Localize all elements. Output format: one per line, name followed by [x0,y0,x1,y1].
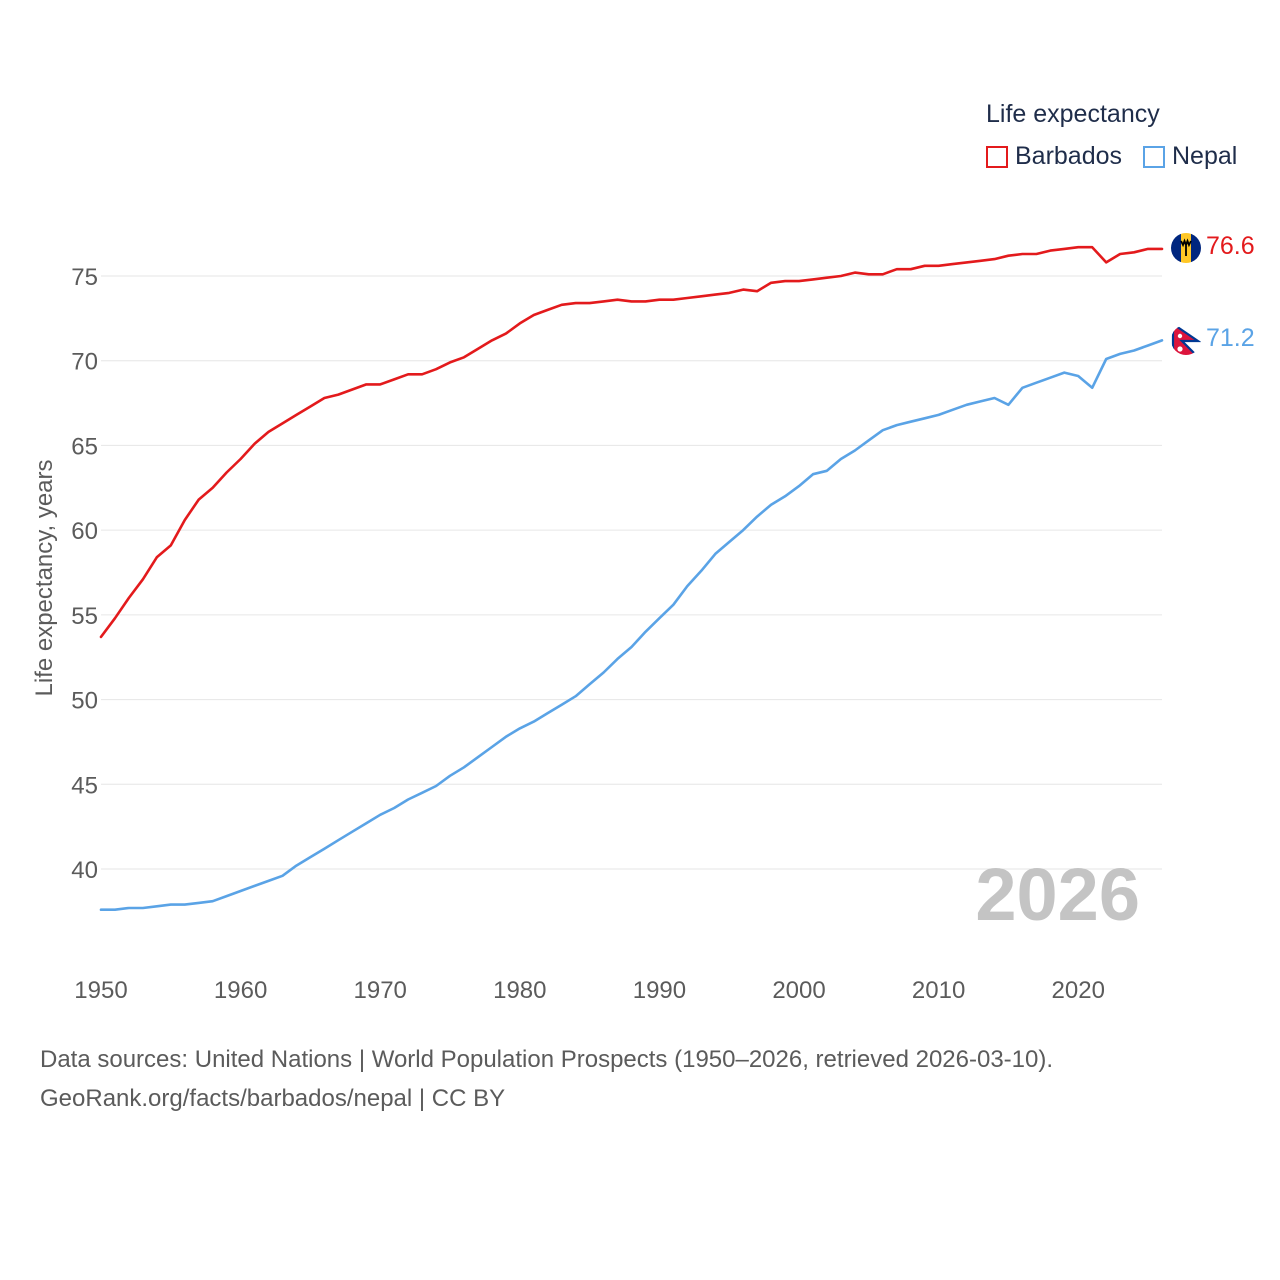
y-tick-label: 40 [71,857,98,884]
x-tick-label: 1970 [354,977,407,1004]
legend-item-nepal[interactable]: Nepal [1143,142,1237,171]
legend-item-barbados[interactable]: Barbados [986,142,1122,171]
x-tick-label: 1950 [74,977,127,1004]
y-tick-label: 45 [71,772,98,799]
series-line-barbados[interactable] [99,245,1164,639]
barbados-end-label: 76.6 [1206,232,1255,260]
footer-sources: Data sources: United Nations | World Pop… [40,1046,1054,1073]
x-tick-label: 2010 [912,977,965,1004]
x-tick-label: 2020 [1052,977,1105,1004]
x-tick-label: 1960 [214,977,267,1004]
legend-label-barbados: Barbados [1015,142,1123,170]
grid-lines [101,275,1162,870]
nepal-end-label: 71.2 [1206,324,1255,352]
year-watermark: 2026 [975,853,1140,936]
legend-swatch-barbados [986,145,1008,168]
y-tick-label: 60 [71,518,98,545]
x-axis-ticks: 1950 1960 1970 1980 1990 2000 2010 2020 [74,977,1105,1004]
x-tick-label: 1980 [493,977,546,1004]
footer-link[interactable]: GeoRank.org/facts/barbados/nepal | CC BY [40,1085,506,1112]
x-tick-label: 2000 [772,977,825,1004]
y-axis-label: Life expectancy, years [31,459,58,696]
series-line-nepal[interactable] [99,339,1164,912]
y-tick-label: 50 [71,688,98,715]
y-tick-label: 75 [71,264,98,291]
y-tick-label: 55 [71,603,98,630]
series-lines [99,245,1164,912]
y-axis-ticks: 40 45 50 55 60 65 70 75 [71,264,98,884]
y-tick-label: 65 [71,433,98,460]
y-tick-label: 70 [71,349,98,376]
barbados-flag-icon [1171,233,1201,263]
nepal-flag-icon [1171,325,1201,355]
legend-title: Life expectancy [986,100,1160,128]
legend-label-nepal: Nepal [1172,142,1238,170]
legend-swatch-nepal [1143,145,1165,168]
x-tick-label: 1990 [633,977,686,1004]
